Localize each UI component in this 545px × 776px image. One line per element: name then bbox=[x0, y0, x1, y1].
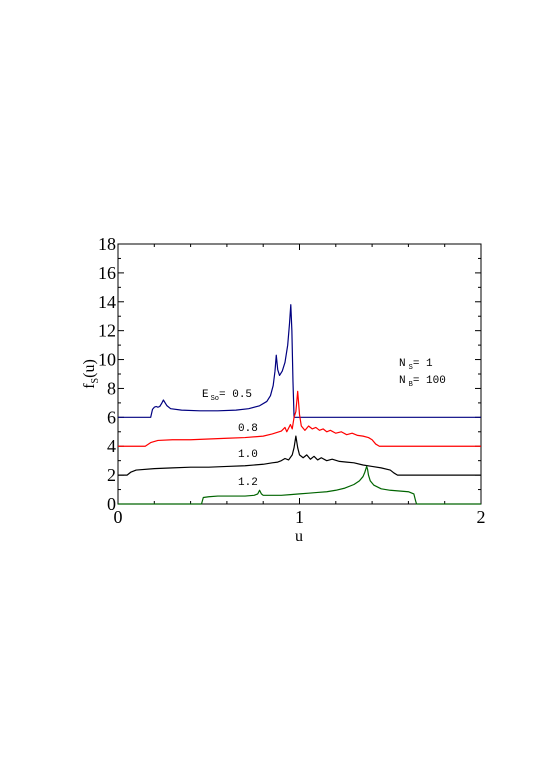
series-line-1 bbox=[118, 390, 481, 447]
y-tick-label-1: 2 bbox=[107, 465, 116, 485]
series-line-3 bbox=[118, 465, 481, 505]
x-tick-label-2: 2 bbox=[477, 507, 486, 527]
y-tick-label-7: 14 bbox=[98, 292, 116, 312]
annotation-nb-tail: = 100 bbox=[413, 375, 446, 387]
plot-frame bbox=[117, 243, 482, 505]
series-label-2: 1.0 bbox=[238, 449, 258, 461]
series-label-0-main: E bbox=[202, 389, 209, 401]
annotation-nb-main: N bbox=[399, 375, 406, 387]
annotation-ns-main: N bbox=[399, 358, 406, 370]
svg-text:fS(u): fS(u) bbox=[81, 359, 101, 389]
x-axis-label: u bbox=[295, 528, 303, 545]
series-line-0 bbox=[118, 304, 481, 418]
y-axis-label-sub: S bbox=[90, 378, 101, 384]
annotation-nb-sub: B bbox=[409, 381, 413, 389]
y-axis-label: fS(u) bbox=[81, 359, 101, 389]
y-tick-label-6: 12 bbox=[98, 321, 116, 341]
annotation-ns: N S= 1 bbox=[399, 358, 433, 372]
series-layer bbox=[118, 304, 481, 505]
y-axis: 0 2 4 6 8 10 12 14 16 18 bbox=[98, 234, 481, 514]
y-tick-label-4: 8 bbox=[107, 378, 116, 398]
annotation-ns-tail: = 1 bbox=[413, 358, 433, 370]
y-axis-label-main: f bbox=[81, 383, 98, 389]
series-label-0-tail: = 0.5 bbox=[219, 389, 252, 401]
y-tick-label-5: 10 bbox=[98, 350, 116, 370]
annotation-nb: N B= 100 bbox=[399, 375, 446, 389]
x-tick-label-0: 0 bbox=[114, 507, 123, 527]
y-tick-label-9: 18 bbox=[98, 234, 116, 254]
y-axis-label-tail: (u) bbox=[81, 359, 98, 378]
series-label-0-sub: So bbox=[211, 395, 219, 403]
y-tick-label-3: 6 bbox=[107, 407, 116, 427]
x-axis: 0 1 2 bbox=[114, 244, 486, 527]
annotation-ns-sub: S bbox=[409, 364, 413, 372]
x-tick-label-1: 1 bbox=[295, 507, 304, 527]
series-label-3: 1.2 bbox=[238, 477, 258, 489]
series-line-2 bbox=[118, 435, 481, 476]
series-label-1: 0.8 bbox=[238, 423, 258, 435]
y-tick-label-8: 16 bbox=[98, 263, 116, 283]
y-tick-label-2: 4 bbox=[107, 436, 116, 456]
series-label-0: E So= 0.5 bbox=[202, 389, 252, 403]
y-tick-label-0: 0 bbox=[107, 494, 116, 514]
